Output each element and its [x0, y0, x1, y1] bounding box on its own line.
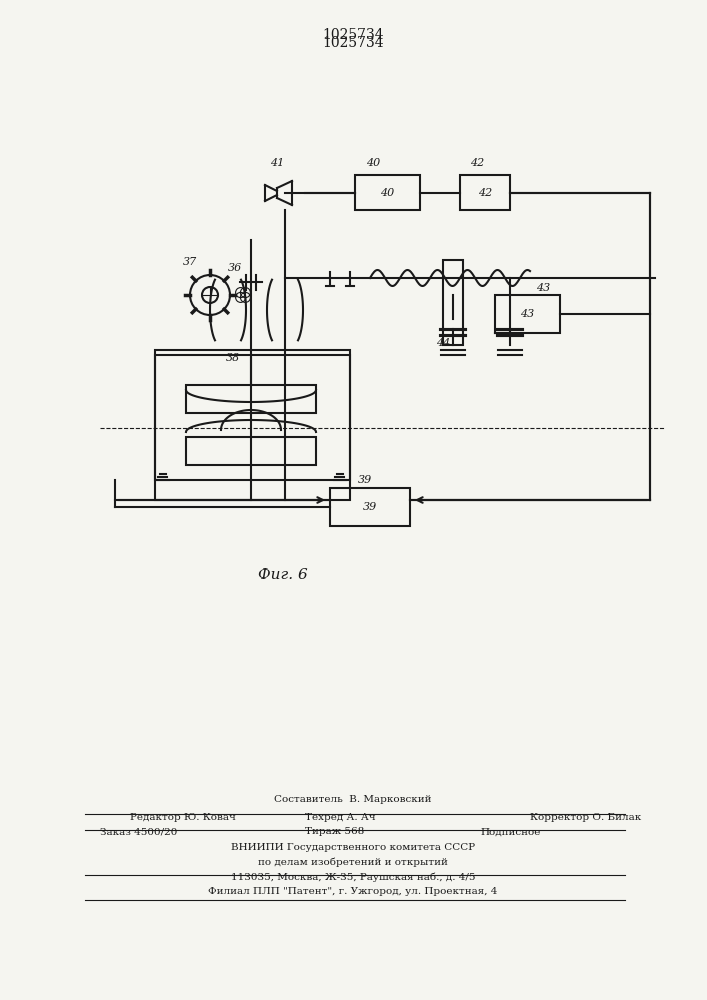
Bar: [355, 175, 420, 210]
Text: Корректор О. Билак: Корректор О. Билак: [530, 812, 641, 822]
Text: 113035, Москва, Ж-35, Раушская наб., д. 4/5: 113035, Москва, Ж-35, Раушская наб., д. …: [230, 872, 475, 882]
Text: Подписное: Подписное: [480, 828, 540, 836]
Text: 37: 37: [183, 257, 197, 267]
Bar: [460, 175, 510, 210]
Text: 42: 42: [470, 158, 484, 168]
Text: Тираж 568: Тираж 568: [305, 828, 364, 836]
Text: по делам изобретений и открытий: по делам изобретений и открытий: [258, 857, 448, 867]
Bar: [495, 295, 560, 333]
Text: 36: 36: [228, 263, 242, 273]
Text: Техред А. Ач: Техред А. Ач: [305, 812, 375, 822]
Text: 38: 38: [226, 353, 240, 363]
Bar: [186, 437, 316, 465]
Text: 39: 39: [363, 502, 377, 512]
Text: 1025734: 1025734: [322, 36, 384, 50]
Text: 43: 43: [520, 309, 534, 319]
Text: 1025734: 1025734: [322, 28, 384, 42]
Bar: [186, 385, 316, 413]
Text: 44: 44: [436, 338, 450, 348]
Text: 41: 41: [270, 158, 284, 168]
Text: 40: 40: [366, 158, 380, 168]
Bar: [155, 355, 350, 500]
Text: Составитель  В. Марковский: Составитель В. Марковский: [274, 796, 432, 804]
Text: 40: 40: [380, 188, 395, 198]
Text: 39: 39: [358, 475, 372, 485]
Bar: [155, 350, 350, 480]
Bar: [443, 260, 463, 345]
Text: 43: 43: [536, 283, 550, 293]
Text: ВНИИПИ Государственного комитета СССР: ВНИИПИ Государственного комитета СССР: [231, 842, 475, 852]
Text: 42: 42: [478, 188, 492, 198]
Text: Заказ 4500/20: Заказ 4500/20: [100, 828, 177, 836]
Text: Филиал ПЛП "Патент", г. Ужгород, ул. Проектная, 4: Филиал ПЛП "Патент", г. Ужгород, ул. Про…: [209, 888, 498, 896]
Text: Фиг. 6: Фиг. 6: [258, 568, 308, 582]
Text: Редактор Ю. Ковач: Редактор Ю. Ковач: [130, 812, 236, 822]
Bar: [330, 488, 410, 526]
